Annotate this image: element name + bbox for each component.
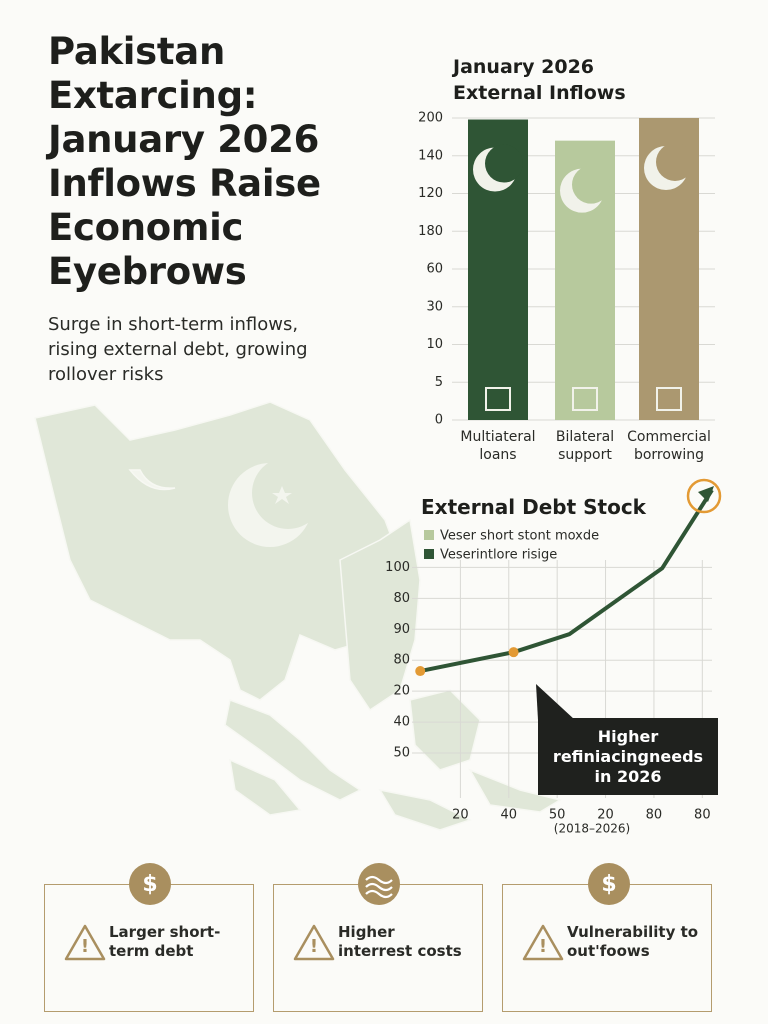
line-chart-title: External Debt Stock <box>421 495 646 519</box>
y-tick-label: 5 <box>435 375 443 390</box>
svg-text:!: ! <box>539 936 547 957</box>
x-tick-label: 40 <box>501 808 518 823</box>
y-tick-label: 10 <box>426 337 443 352</box>
y-tick-label: 50 <box>393 746 410 761</box>
callout-pointer <box>536 684 575 720</box>
page-subtitle: Surge in short-term inflows, rising exte… <box>48 314 308 385</box>
y-tick-label: 40 <box>393 715 410 730</box>
end-ring <box>686 478 722 514</box>
card-text: Vulnerability to out'foows <box>567 923 699 960</box>
x-tick-label: Commercial borrowing <box>627 429 711 463</box>
x-tick-label: Bilateral support <box>555 429 615 463</box>
legend-swatch <box>424 530 434 540</box>
x-tick-label: 50 <box>549 808 566 823</box>
x-tick-label: 80 <box>646 808 663 823</box>
card: ! Larger short-term debt <box>44 884 254 1012</box>
y-tick-label: 90 <box>393 622 410 637</box>
arrow-head <box>698 486 714 502</box>
bar-emblem <box>473 144 523 411</box>
y-tick-label: 80 <box>393 653 410 668</box>
emblem <box>656 387 682 411</box>
y-tick-label: 60 <box>426 262 443 277</box>
card: ! Vulnerability to out'foows <box>502 884 712 1012</box>
x-tick-label: 20 <box>452 808 469 823</box>
card: ! Higher interrest costs <box>273 884 483 1012</box>
bar-chart-title: January 2026 External Inflows <box>453 56 626 104</box>
bar-emblem <box>560 165 610 411</box>
svg-text:!: ! <box>310 936 318 957</box>
legend-label: Veser short stont moxde <box>440 529 599 544</box>
map <box>34 401 562 831</box>
point-marker <box>508 647 519 658</box>
y-tick-label: 120 <box>418 186 443 201</box>
card-text: Larger short-term debt <box>109 923 221 960</box>
y-tick-label: 80 <box>393 591 410 606</box>
x-axis-label: (2018–2026) <box>554 822 630 836</box>
x-tick-label: 20 <box>597 808 614 823</box>
y-tick-label: 140 <box>418 148 443 163</box>
warning-icon: ! <box>64 924 106 961</box>
emblem <box>485 144 523 183</box>
y-tick-label: 180 <box>418 224 443 239</box>
emblem <box>572 387 598 411</box>
callout: Higher refiniacingneeds in 2026 <box>538 718 718 795</box>
x-tick-label: Multiateral loans <box>460 429 536 463</box>
line-series <box>419 488 714 674</box>
point-marker <box>415 666 426 677</box>
bar-emblem <box>644 143 694 411</box>
y-tick-label: 100 <box>385 560 410 575</box>
emblem <box>485 387 511 411</box>
emblem <box>656 143 694 181</box>
legend-swatch <box>424 549 434 559</box>
warning-icon: ! <box>293 924 335 961</box>
y-tick-label: 30 <box>426 299 443 314</box>
warning-icon: ! <box>522 924 564 961</box>
svg-text:!: ! <box>81 936 89 957</box>
y-tick-label: 200 <box>418 111 443 126</box>
page-title: Pakistan Extarcing: January 2026 Inflows… <box>48 30 321 293</box>
card-text: Higher interrest costs <box>338 923 462 960</box>
y-tick-label: 0 <box>435 413 443 428</box>
legend-label: Veserintlore risige <box>440 548 557 563</box>
x-tick-label: 80 <box>694 808 711 823</box>
emblem <box>572 165 610 204</box>
y-tick-label: 20 <box>393 684 410 699</box>
